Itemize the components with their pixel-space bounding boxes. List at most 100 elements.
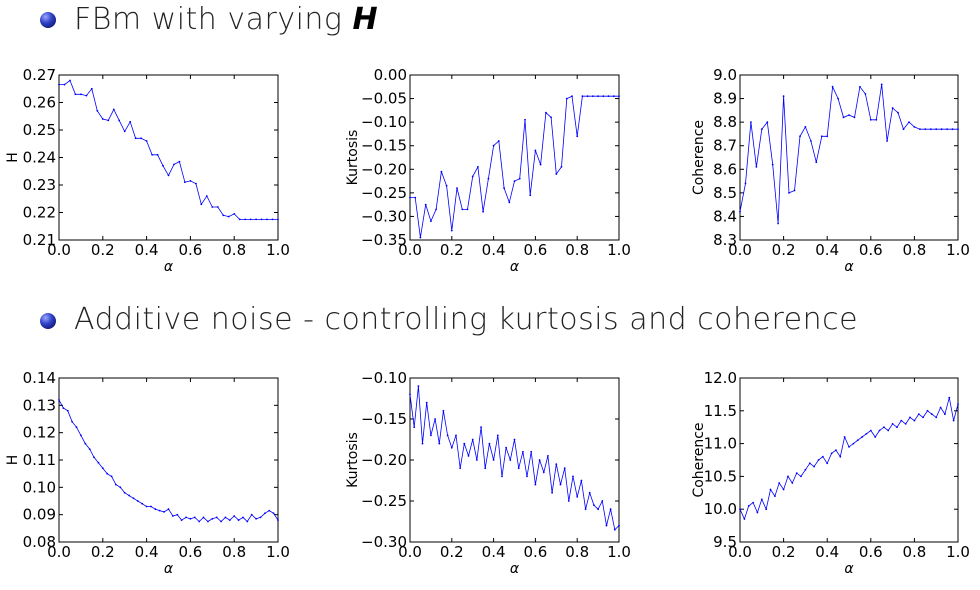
y-tick-label: 8.7 [713,137,737,155]
data-point [576,496,579,498]
x-tick-label: 0.2 [772,241,796,259]
y-tick-label: −0.10 [361,369,407,387]
data-point [917,413,920,415]
data-point [409,393,411,396]
data-point [222,214,225,217]
data-point [172,515,174,517]
data-point [508,201,511,204]
x-tick-label: 0.0 [398,241,422,259]
data-point [547,455,549,457]
data-point [93,456,95,459]
data-point [913,419,916,422]
data-point [513,438,516,441]
y-tick-label: 0.24 [23,149,56,167]
x-axis-label: α [510,259,520,275]
data-point [145,140,148,142]
y-axis-label: Coherence [691,422,707,497]
x-tick-label: 0.8 [565,241,589,259]
data-point [839,455,842,458]
data-point [112,108,115,111]
data-point [848,114,850,116]
y-tick-label: −0.15 [361,410,407,428]
section-heading-fbm: FBm with varying H [74,2,378,37]
data-point [90,87,93,90]
data-point [800,475,802,478]
data-point [158,509,161,512]
data-point [957,403,959,406]
data-point [612,95,615,98]
data-point [826,462,829,465]
data-point [242,516,244,519]
data-point [835,449,837,452]
data-point [900,419,903,422]
data-point [264,512,266,515]
x-tick-label: 0.0 [47,241,71,259]
x-tick-label: 0.6 [859,543,883,561]
data-point [518,177,521,180]
data-point [456,187,458,190]
data-point [869,429,872,432]
data-point [559,483,562,486]
data-point [542,471,545,474]
y-tick-label: 8.6 [713,160,737,178]
y-tick-label: −0.15 [361,137,407,155]
data-point [66,409,69,412]
x-tick-label: 0.6 [178,543,202,561]
data-point [189,517,192,520]
data-point [896,426,898,429]
data-point [883,426,885,429]
data-point [255,218,257,221]
y-axis-label: Kurtosis [345,130,361,186]
data-point [848,446,850,448]
data-point [813,465,815,468]
data-point [891,423,894,425]
x-tick-label: 1.0 [607,543,631,561]
y-tick-label: 0.26 [23,94,56,112]
data-point [853,116,856,119]
data-point [421,442,424,445]
data-point [795,472,798,474]
data-point [782,95,785,98]
data-point [80,434,82,437]
data-point [517,467,520,470]
data-point [442,409,445,412]
data-point [534,149,537,152]
data-point [887,429,890,432]
y-tick-label: 10.0 [704,500,737,518]
data-point [545,111,547,114]
x-axis-label: α [510,561,520,577]
data-point [618,524,620,527]
data-point [58,83,60,86]
data-point [277,218,279,221]
data-point [760,498,763,501]
x-tick-label: 1.0 [266,241,290,259]
data-point [852,442,855,445]
x-tick-label: 1.0 [607,241,631,259]
data-point [466,208,469,211]
x-tick-label: 1.0 [946,543,970,561]
data-point [461,208,464,211]
x-tick-label: 0.4 [482,241,506,259]
data-point [215,516,218,519]
x-tick-label: 0.8 [902,241,926,259]
data-point [193,516,196,519]
data-point [233,515,236,517]
data-point [220,520,223,523]
data-point [935,128,938,131]
data-point [268,509,271,512]
data-point [163,511,166,513]
data-point [924,128,927,131]
data-point [793,189,796,192]
y-tick-label: −0.20 [361,160,407,178]
data-point [572,475,574,478]
data-point [874,436,877,438]
data-point [180,519,183,521]
x-tick-label: 0.2 [440,241,464,259]
y-tick-label: 8.8 [713,113,737,131]
data-point [224,516,227,519]
plot-frame [409,74,620,241]
data-point [115,483,117,486]
data-point [902,128,905,131]
x-tick-label: 0.8 [222,241,246,259]
data-point [84,442,87,445]
